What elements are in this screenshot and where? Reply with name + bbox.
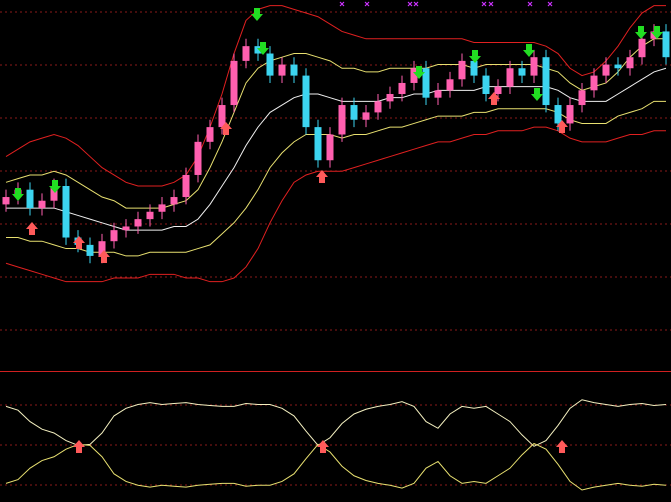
buy-arrow xyxy=(26,222,38,235)
candle-body xyxy=(98,241,106,256)
line xyxy=(5,5,666,187)
candle-body xyxy=(602,64,610,76)
candle-body xyxy=(410,68,418,83)
candle-body xyxy=(266,53,274,76)
buy-arrow xyxy=(556,120,568,133)
x-marker xyxy=(339,1,345,7)
line xyxy=(6,67,667,231)
candle-body xyxy=(50,186,58,201)
candle-body xyxy=(626,57,634,69)
sell-arrow xyxy=(257,42,269,55)
candle-body xyxy=(398,82,406,94)
x-marker xyxy=(481,1,487,7)
candle-body xyxy=(470,60,478,76)
buy-arrow xyxy=(220,122,232,135)
candle-body xyxy=(26,189,34,209)
x-marker xyxy=(413,1,419,7)
candle-body xyxy=(134,219,142,227)
candle-body xyxy=(446,79,454,91)
oscillator xyxy=(5,399,667,491)
bands xyxy=(5,5,667,283)
candle-body xyxy=(254,46,262,54)
buy-arrow xyxy=(488,92,500,105)
candle-body xyxy=(458,60,466,80)
candle-body xyxy=(38,200,46,209)
x-marker xyxy=(364,1,370,7)
candle-body xyxy=(230,60,238,106)
x-marker xyxy=(407,1,413,7)
markers xyxy=(339,1,553,7)
candle-body xyxy=(170,197,178,205)
candle-body xyxy=(362,112,370,120)
candle-body xyxy=(290,64,298,76)
sell-arrow xyxy=(413,66,425,79)
candle-body xyxy=(278,64,286,76)
candle-body xyxy=(542,57,550,106)
candle-body xyxy=(146,211,154,220)
line xyxy=(5,399,667,447)
x-marker xyxy=(547,1,553,7)
buy-arrow xyxy=(98,250,110,263)
buy-arrow xyxy=(317,440,329,453)
x-marker xyxy=(527,1,533,7)
candle-body xyxy=(194,141,202,175)
candles xyxy=(2,24,670,264)
candle-body xyxy=(2,197,10,205)
candle-body xyxy=(638,38,646,58)
sell-arrow xyxy=(523,44,535,57)
buy-arrow xyxy=(73,440,85,453)
sell-arrow xyxy=(469,50,481,63)
buy-arrow xyxy=(556,440,568,453)
candle-body xyxy=(110,230,118,242)
candle-body xyxy=(302,75,310,128)
sell-arrow xyxy=(531,88,543,101)
candle-body xyxy=(122,226,130,231)
candle-body xyxy=(494,86,502,94)
candle-body xyxy=(566,105,574,124)
buy-arrow xyxy=(73,236,85,249)
candle-body xyxy=(326,134,334,161)
candle-body xyxy=(614,64,622,69)
candle-body xyxy=(590,75,598,91)
candle-body xyxy=(350,105,358,120)
candle-body xyxy=(158,204,166,212)
candle-body xyxy=(386,94,394,102)
sell-arrow xyxy=(635,26,647,39)
candle-body xyxy=(434,90,442,98)
candle-body xyxy=(578,90,586,106)
candle-body xyxy=(374,101,382,113)
candle-body xyxy=(530,57,538,76)
candle-body xyxy=(206,127,214,142)
candle-body xyxy=(506,68,514,87)
signals xyxy=(12,8,663,453)
line xyxy=(5,38,666,209)
sell-arrow xyxy=(251,8,263,21)
candle-body xyxy=(554,105,562,124)
candle-body xyxy=(518,68,526,76)
candle-body xyxy=(242,46,250,61)
candle-body xyxy=(662,31,670,58)
candle-body xyxy=(338,105,346,135)
candle-body xyxy=(218,105,226,128)
candle-body xyxy=(482,75,490,94)
candle-body xyxy=(314,127,322,161)
candle-body xyxy=(86,244,94,256)
candle-body xyxy=(62,186,70,238)
sell-arrow xyxy=(49,180,61,193)
x-marker xyxy=(488,1,494,7)
candle-body xyxy=(422,68,430,98)
buy-arrow xyxy=(316,170,328,183)
sell-arrow xyxy=(651,26,663,39)
candle-body xyxy=(182,174,190,198)
line xyxy=(5,126,666,283)
sell-arrow xyxy=(12,188,24,201)
line xyxy=(5,442,667,491)
